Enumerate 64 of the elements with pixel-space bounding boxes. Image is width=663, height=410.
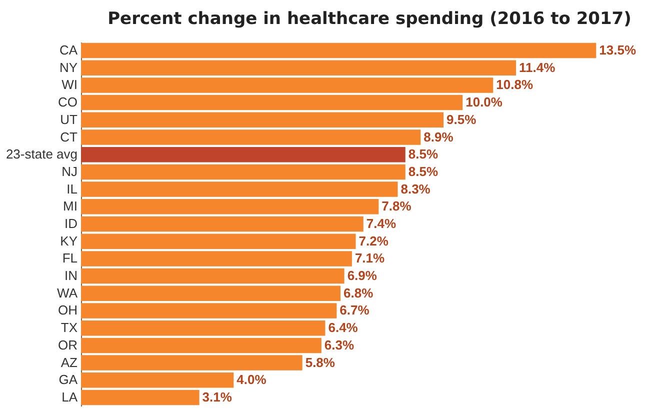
y-tick-label: MI [63, 198, 78, 214]
data-label: 11.4% [519, 60, 556, 75]
y-tick-label: UT [60, 112, 78, 127]
bar [81, 146, 406, 162]
data-label: 5.8% [305, 354, 336, 370]
data-label: 7.8% [382, 198, 412, 214]
y-tick-label: FL [62, 250, 78, 266]
y-tick-label: AZ [60, 354, 78, 370]
data-label: 10.0% [466, 94, 503, 110]
bar [81, 112, 444, 128]
bar [81, 390, 200, 406]
y-tick-label: NJ [62, 164, 78, 179]
data-label: 13.5% [599, 42, 636, 58]
bar [81, 164, 406, 180]
bar [81, 338, 322, 354]
y-tick-label: GA [58, 372, 78, 388]
bar [81, 234, 356, 249]
bar [81, 372, 234, 388]
data-label: 6.9% [347, 268, 378, 284]
y-tick-label: KY [60, 233, 78, 248]
data-label: 6.3% [324, 337, 354, 352]
data-label: 6.4% [328, 320, 358, 336]
bar [81, 303, 337, 318]
y-tick-label: LA [62, 390, 78, 404]
data-label: 8.5% [408, 146, 438, 162]
data-label: 4.0% [236, 372, 267, 388]
y-tick-label: ID [64, 216, 78, 231]
y-tick-label: WA [57, 285, 78, 300]
data-label: 7.1% [354, 250, 386, 266]
bar [81, 94, 463, 110]
bar [81, 78, 494, 93]
bar [81, 320, 326, 336]
bar [81, 355, 302, 370]
bar [81, 286, 340, 302]
y-tick-label: CA [59, 42, 78, 58]
bar [81, 60, 516, 76]
bar [81, 199, 379, 214]
chart-title: Percent change in healthcare spending (2016 to 2017) [108, 9, 632, 29]
data-label: 8.5% [408, 164, 438, 179]
y-tick-label: OH [58, 302, 78, 318]
y-tick-label: IN [64, 268, 78, 284]
y-tick-label: WI [62, 77, 78, 92]
data-label: 8.9% [424, 129, 454, 144]
y-tick-label: OR [58, 337, 78, 352]
y-tick-label: NY [59, 60, 78, 75]
y-tick-label: IL [66, 181, 78, 196]
bar [81, 42, 596, 58]
data-label: 3.1% [202, 390, 232, 404]
bar [81, 268, 344, 284]
data-label: 7.4% [366, 216, 396, 231]
data-label: 9.5% [446, 112, 477, 127]
bar [81, 182, 398, 197]
data-label: 10.8% [496, 77, 534, 92]
y-tick-label: TX [60, 320, 78, 336]
y-tick-label: CT [60, 129, 78, 144]
data-label: 6.7% [340, 302, 370, 318]
y-tick-label: CO [58, 94, 78, 110]
data-label: 7.2% [358, 233, 389, 248]
bar [81, 251, 352, 266]
bar [81, 216, 364, 232]
bar [81, 130, 421, 145]
data-label: 6.8% [343, 285, 374, 300]
y-tick-label: 23-state avg [6, 146, 78, 162]
data-label: 8.3% [400, 181, 431, 196]
